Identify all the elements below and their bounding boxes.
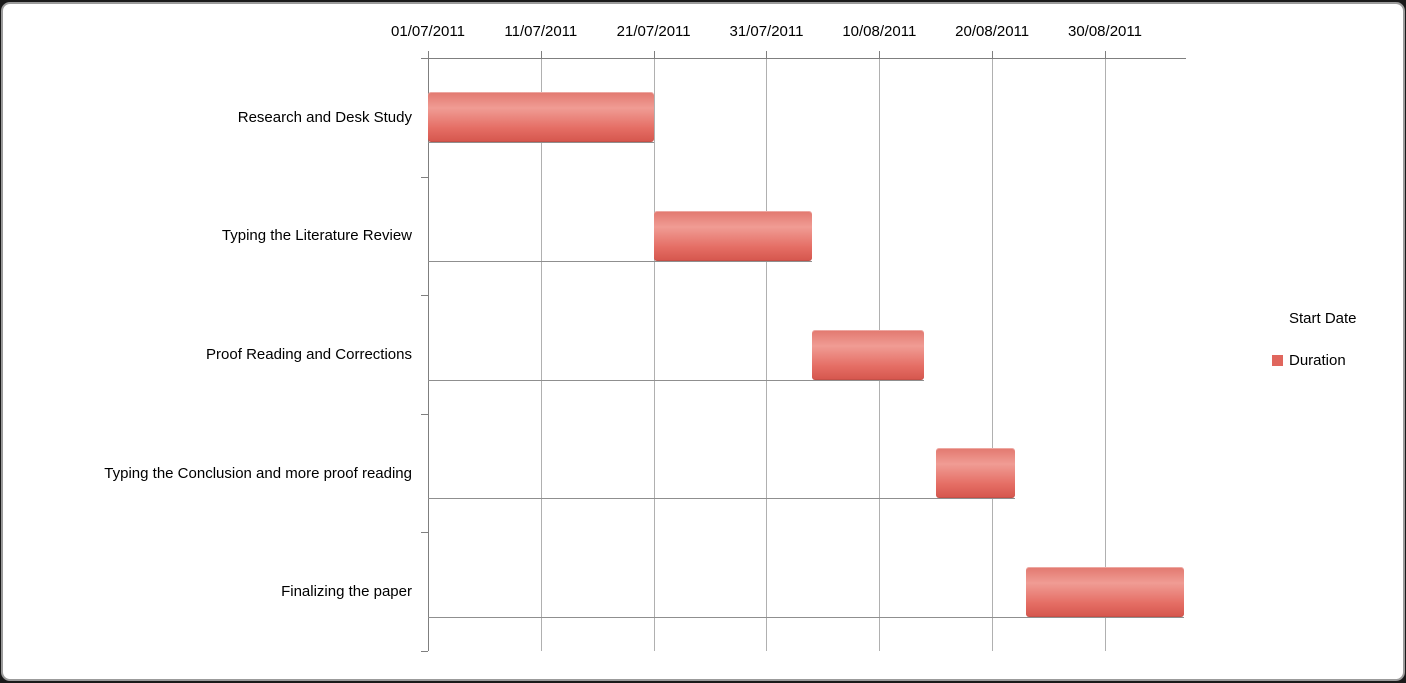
duration-swatch (1272, 354, 1283, 366)
x-axis-tick (540, 51, 542, 58)
gantt-bar (811, 329, 925, 380)
y-axis-tick (421, 413, 428, 415)
gantt-bar (653, 210, 812, 261)
bar-underline (428, 379, 925, 381)
bar-underline (428, 616, 1184, 618)
category-label: Typing the Literature Review (221, 227, 412, 245)
x-tick-label: 10/08/2011 (842, 23, 917, 40)
x-tick-label: 11/07/2011 (504, 23, 578, 40)
bar-underline (428, 498, 1015, 500)
legend-entry-duration: Duration (1272, 349, 1357, 371)
y-axis-tick (421, 58, 428, 59)
x-axis-tick (992, 51, 994, 58)
x-axis-tick (766, 51, 768, 58)
gridline (1104, 58, 1106, 651)
gantt-bar (935, 448, 1015, 499)
x-tick-label: 20/08/2011 (955, 23, 1030, 40)
gantt-bar (1025, 566, 1184, 617)
gridline (992, 58, 994, 651)
bar-underline (428, 260, 812, 262)
y-axis-line (428, 58, 429, 651)
y-axis-tick (421, 651, 428, 652)
x-tick-label: 21/07/2011 (616, 23, 691, 40)
y-axis-tick (421, 176, 428, 178)
x-axis-tick (1104, 51, 1106, 58)
x-axis-tick (428, 51, 429, 58)
legend: Start Date Duration (1272, 307, 1357, 391)
y-axis-tick (421, 532, 428, 534)
bar-underline (428, 142, 654, 144)
legend-entry-start-date: Start Date (1272, 307, 1357, 329)
x-tick-label: 30/08/2011 (1067, 23, 1142, 40)
category-label: Proof Reading and Corrections (206, 345, 412, 363)
x-axis-tick (879, 51, 881, 58)
category-label: Finalizing the paper (281, 583, 412, 601)
category-label: Research and Desk Study (237, 108, 412, 126)
gridline (766, 58, 768, 651)
gantt-bar (428, 92, 654, 143)
legend-label-duration: Duration (1289, 351, 1346, 369)
x-axis-tick (653, 51, 655, 58)
gridline (653, 58, 655, 651)
y-axis-tick (421, 295, 428, 297)
start-date-swatch (1272, 313, 1283, 324)
x-axis-line (428, 58, 1187, 59)
gridline (540, 58, 542, 651)
category-label: Typing the Conclusion and more proof rea… (104, 464, 412, 482)
x-tick-label: 01/07/2011 (391, 23, 465, 40)
x-tick-label: 31/07/2011 (729, 23, 804, 40)
legend-label-start-date: Start Date (1289, 309, 1357, 327)
